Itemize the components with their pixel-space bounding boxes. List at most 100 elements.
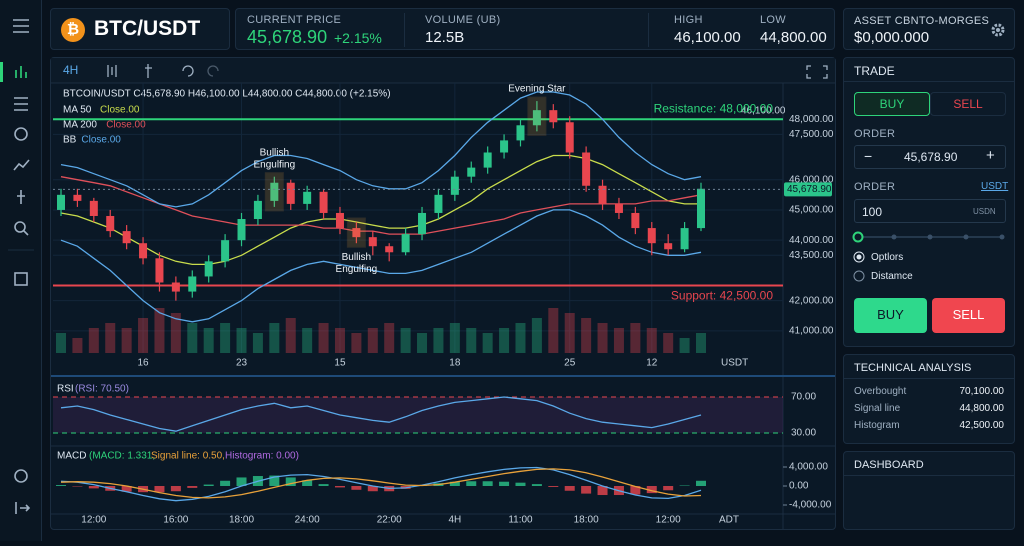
pair-name: BTC/USDT bbox=[94, 17, 200, 41]
legend-detail: Close.00 bbox=[81, 135, 121, 146]
candle-body bbox=[549, 110, 557, 122]
chart-icon[interactable] bbox=[16, 66, 26, 78]
amount-slider[interactable] bbox=[852, 230, 1008, 244]
legend-line: BTCOIN/USDT C45,678.90 H46,100.00 L44,80… bbox=[63, 89, 391, 100]
trade-title: TRADE bbox=[854, 64, 895, 78]
coin-icon[interactable] bbox=[15, 128, 27, 140]
buy-button[interactable]: BUY bbox=[854, 298, 927, 333]
analysis-label: Overbought bbox=[854, 386, 906, 397]
candle-body bbox=[254, 201, 262, 219]
pattern-label: Engulfing bbox=[253, 159, 295, 170]
time-label: 12:00 bbox=[81, 515, 106, 526]
chart-panel: 4H BTCOIN/USDT C45,678.90 H46,100.00 L44… bbox=[50, 57, 836, 530]
unit-link[interactable]: USDT bbox=[981, 181, 1008, 192]
option-label[interactable]: Distamce bbox=[871, 271, 913, 282]
x-tick-label: 18 bbox=[449, 358, 461, 369]
candle-body bbox=[418, 213, 426, 234]
x-tick-label: 23 bbox=[236, 358, 248, 369]
plus-button[interactable]: + bbox=[986, 147, 995, 164]
analysis-label: Signal line bbox=[854, 403, 900, 414]
sell-button[interactable]: SELL bbox=[932, 298, 1005, 333]
radio-buttons[interactable] bbox=[852, 250, 868, 290]
histogram-bar bbox=[565, 486, 575, 491]
settings-gear[interactable] bbox=[990, 22, 1006, 38]
option-label[interactable]: Optlors bbox=[871, 252, 903, 263]
menu-icon[interactable] bbox=[13, 20, 29, 32]
y-tick-label: 4,000.00 bbox=[789, 462, 828, 473]
candle-body bbox=[336, 213, 344, 228]
time-label: 18:00 bbox=[574, 515, 599, 526]
asset-box: ASSET CBNTO-MORGES $0,000.000 bbox=[843, 8, 1015, 50]
volume-bar bbox=[499, 328, 509, 353]
divider bbox=[648, 13, 649, 47]
order-label: ORDER bbox=[854, 181, 895, 193]
volume-bar bbox=[450, 323, 460, 353]
interval-button[interactable]: 4H bbox=[63, 63, 78, 77]
legend-name: MA 200 bbox=[63, 120, 97, 131]
candle-body bbox=[57, 195, 65, 210]
logout-icon[interactable] bbox=[16, 502, 29, 514]
y-tick-label: 43,500.00 bbox=[789, 250, 834, 261]
legend-name: BB bbox=[63, 135, 77, 146]
list-icon[interactable] bbox=[14, 98, 28, 110]
candle-body bbox=[155, 258, 163, 282]
volume-bar bbox=[630, 323, 640, 353]
candle-body bbox=[385, 246, 393, 252]
settings-icon[interactable] bbox=[15, 470, 27, 482]
asset-value: $0,000.000 bbox=[854, 29, 929, 46]
histogram-bar bbox=[351, 486, 361, 490]
legend-detail: Close.00 bbox=[106, 120, 146, 131]
screen-icon[interactable] bbox=[15, 273, 27, 285]
volume-bar bbox=[319, 323, 329, 353]
sell-tab[interactable]: SELL bbox=[930, 92, 1006, 116]
analysis-label: Histogram bbox=[854, 420, 900, 431]
rsi-title: RSI bbox=[57, 384, 74, 395]
minus-button[interactable]: − bbox=[864, 148, 872, 164]
order-label: ORDER bbox=[854, 128, 895, 140]
volume-bar bbox=[663, 333, 673, 353]
time-label: 4H bbox=[448, 515, 461, 526]
candle-body bbox=[516, 125, 524, 140]
volume-bar bbox=[351, 333, 361, 353]
candle-body bbox=[664, 243, 672, 249]
histogram-bar bbox=[335, 486, 345, 487]
price-label: CURRENT PRICE bbox=[247, 14, 341, 26]
time-label: 12:00 bbox=[656, 515, 681, 526]
histogram-bar bbox=[532, 484, 542, 486]
volume-bar bbox=[532, 318, 542, 353]
divider bbox=[404, 13, 405, 47]
histogram-bar bbox=[515, 483, 525, 486]
volume-bar bbox=[204, 328, 214, 353]
x-tick-label: 16 bbox=[137, 358, 149, 369]
volume-bar bbox=[433, 328, 443, 353]
pattern-box bbox=[347, 218, 365, 247]
rsi-detail: (RSI: 70.50) bbox=[75, 384, 129, 395]
level-label: Support: 42,500.00 bbox=[671, 289, 773, 303]
y-tick-label: 45,000.00 bbox=[789, 205, 834, 216]
search-icon[interactable] bbox=[15, 222, 25, 232]
tool-icon[interactable] bbox=[17, 190, 25, 204]
low-value: 44,800.00 bbox=[760, 29, 827, 46]
candle-body bbox=[631, 213, 639, 228]
analysis-value: 70,100.00 bbox=[960, 386, 1005, 397]
volume-bar bbox=[187, 323, 197, 353]
candle-body bbox=[467, 168, 475, 177]
volume-bar bbox=[696, 333, 706, 353]
buy-tab[interactable]: BUY bbox=[854, 92, 930, 116]
analysis-value: 42,500.00 bbox=[960, 420, 1005, 431]
volume-label: VOLUME (UB) bbox=[425, 14, 500, 26]
analysis-value: 44,800.00 bbox=[960, 403, 1005, 414]
candle-body bbox=[139, 243, 147, 258]
amount-unit: USDN bbox=[973, 207, 996, 216]
analysis-title: TECHNICAL ANALYSIS bbox=[854, 362, 971, 374]
rsi-band bbox=[53, 397, 783, 433]
sidebar-icons bbox=[0, 0, 42, 541]
candle-body bbox=[369, 237, 377, 246]
histogram-bar bbox=[499, 482, 509, 486]
trend-icon[interactable] bbox=[14, 160, 29, 170]
volume-bar bbox=[565, 313, 575, 353]
histogram-bar bbox=[319, 484, 329, 486]
divider bbox=[844, 378, 1014, 379]
candle-body bbox=[73, 195, 81, 201]
